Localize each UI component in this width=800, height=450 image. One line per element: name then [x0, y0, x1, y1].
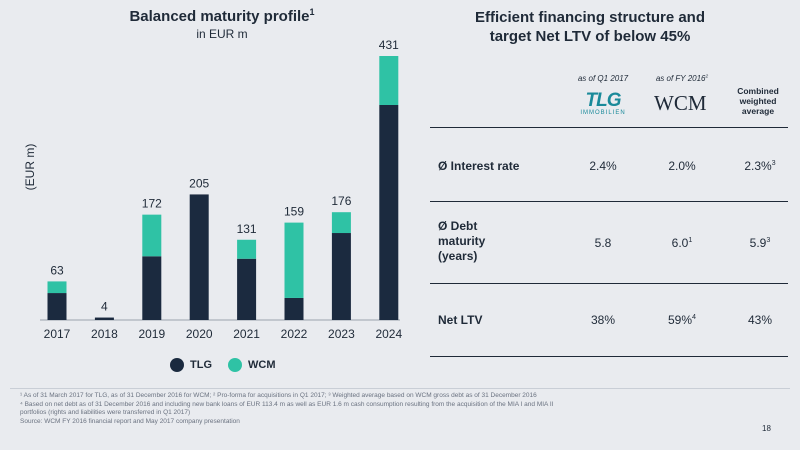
page-number: 18	[762, 424, 771, 433]
bar-total-label-2017: 63	[50, 263, 64, 277]
table-divider	[430, 127, 788, 128]
cell-interest-combined: 2.3%3	[744, 158, 776, 173]
combined-header-l3: average	[741, 106, 775, 116]
table-divider	[430, 283, 788, 284]
row-label-ltv: Net LTV	[438, 313, 483, 327]
tlg-logo-text: TLG	[585, 90, 622, 111]
cell-ltv-wcm: 59%4	[667, 312, 697, 327]
bar-tlg-2022	[284, 297, 304, 320]
bar-wcm-2023	[331, 212, 351, 234]
tlg-logo-subtext: IMMOBILIEN	[580, 110, 626, 116]
chart-title: Balanced maturity profile1	[129, 7, 315, 26]
row-label-maturity: Ø Debt maturity (years)	[438, 219, 485, 264]
bar-total-label-2018: 4	[101, 300, 108, 314]
maturity-chart: 63 2017 4 2018 172 2019 205 2020 131 2021 159 2022 1…	[40, 38, 402, 341]
footnote: ⁴ Based on net debt as of 31 December 20…	[20, 400, 554, 408]
bar-wcm-2017	[47, 281, 67, 294]
x-tick-label-2023: 2023	[328, 327, 355, 341]
combined-header-l2: weighted	[739, 96, 777, 106]
cell-ltv-tlg: 38%	[590, 313, 616, 327]
legend-tlg-label: TLG	[190, 359, 212, 371]
bar-tlg-2017	[47, 293, 67, 320]
bar-tlg-2023	[331, 233, 351, 320]
table-divider	[430, 356, 788, 357]
row-label-maturity-l1: Ø Debt	[438, 219, 478, 233]
bar-total-label-2021: 131	[237, 222, 257, 236]
legend-wcm-label: WCM	[248, 359, 276, 371]
bar-tlg-2024	[379, 105, 399, 320]
footnote: Source: WCM FY 2016 financial report and…	[20, 417, 240, 425]
tlg-logo: TLG IMMOBILIEN	[572, 90, 634, 116]
legend-tlg: TLG	[170, 358, 212, 372]
cell-maturity-wcm: 6.01	[671, 235, 693, 250]
x-tick-label-2024: 2024	[375, 327, 402, 341]
cell-interest-wcm: 2.0%	[668, 159, 696, 173]
footnote: ¹ As of 31 March 2017 for TLG, as of 31 …	[20, 392, 537, 399]
bar-wcm-2022	[284, 222, 304, 298]
cell-maturity-tlg: 5.8	[594, 236, 612, 250]
table-title: Efficient financing structure and target…	[435, 8, 745, 46]
col2-header-date: as of FY 20162	[655, 74, 709, 83]
bar-tlg-2021	[237, 258, 257, 320]
bar-total-label-2023: 176	[331, 194, 351, 208]
x-tick-label-2018: 2018	[91, 327, 118, 341]
x-tick-label-2017: 2017	[44, 327, 71, 341]
legend-wcm: WCM	[228, 358, 276, 372]
footnote: portfolios (rights and liabilities were …	[20, 409, 191, 416]
footnotes: ¹ As of 31 March 2017 for TLG, as of 31 …	[20, 392, 740, 426]
table-title-line1: Efficient financing structure and	[474, 9, 706, 26]
bar-tlg-2020	[189, 194, 209, 320]
wcm-logo: WCM	[654, 91, 707, 115]
x-tick-label-2019: 2019	[138, 327, 165, 341]
cell-maturity-combined: 5.93	[749, 235, 771, 250]
x-tick-label-2020: 2020	[186, 327, 213, 341]
cell-interest-tlg: 2.4%	[589, 159, 617, 173]
cell-ltv-combined: 43%	[747, 313, 773, 327]
x-tick-label-2022: 2022	[281, 327, 308, 341]
left-title-block: Balanced maturity profile1 in EUR m	[92, 7, 352, 42]
row-label-maturity-l2: maturity	[438, 234, 486, 248]
combined-header: Combined weighted average	[728, 86, 788, 116]
combined-header-l1: Combined	[737, 86, 779, 96]
table-title-line2: target Net LTV of below 45%	[489, 28, 691, 45]
bar-wcm-2024	[379, 56, 399, 106]
bar-tlg-2018	[94, 317, 114, 320]
row-label-interest: Ø Interest rate	[438, 159, 520, 173]
bar-tlg-2019	[142, 256, 162, 320]
legend-tlg-swatch	[170, 358, 184, 372]
bar-total-label-2024: 431	[379, 38, 399, 52]
bar-total-label-2019: 172	[142, 197, 162, 211]
bar-total-label-2020: 205	[189, 176, 209, 190]
bar-wcm-2019	[142, 214, 162, 257]
table-divider	[430, 201, 788, 202]
row-label-maturity-l3: (years)	[438, 249, 478, 263]
x-tick-label-2021: 2021	[233, 327, 260, 341]
legend-wcm-swatch	[228, 358, 242, 372]
chart-subtitle: in EUR m	[196, 27, 248, 41]
bar-wcm-2021	[237, 239, 257, 259]
footer-divider	[10, 388, 790, 389]
bar-total-label-2022: 159	[284, 205, 304, 219]
col1-header-date: as of Q1 2017	[577, 74, 629, 83]
